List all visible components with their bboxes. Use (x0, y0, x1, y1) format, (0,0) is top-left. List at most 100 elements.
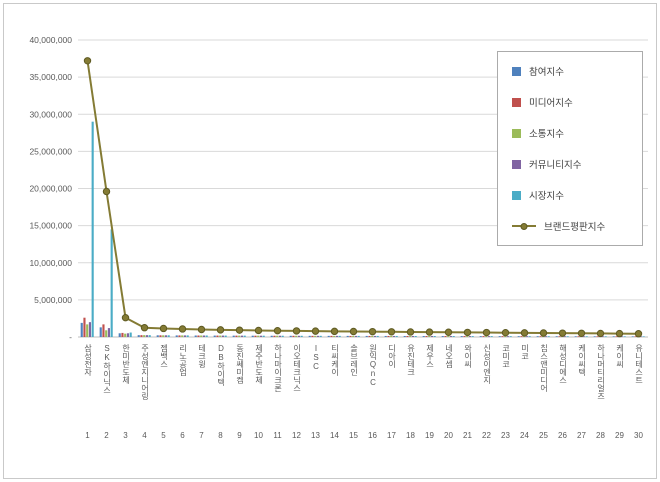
bar-series-3 (639, 336, 643, 337)
legend-swatch-line-icon (512, 222, 536, 230)
bar-series-1 (292, 335, 295, 337)
bar-series-1 (577, 336, 580, 337)
category-label: 미코 (520, 344, 530, 360)
category-label: 해성디에스 (558, 344, 568, 384)
bar-series-0 (555, 336, 558, 337)
bar-series-2 (466, 336, 469, 337)
bar-series-0 (593, 336, 596, 337)
bar-series-3 (202, 335, 206, 337)
line-marker (121, 313, 130, 322)
bar-series-4 (224, 335, 227, 337)
bar-series-2 (409, 335, 412, 337)
bar-series-2 (276, 335, 279, 337)
category-label: 디아이 (387, 344, 397, 368)
line-marker (444, 328, 453, 336)
bar-series-2 (504, 336, 507, 337)
line-marker (197, 325, 206, 334)
legend-item: 소통지수 (512, 126, 628, 140)
legend-swatch-bar-icon (512, 66, 521, 76)
legend-item: 시장지수 (512, 188, 628, 202)
bar-series-4 (585, 336, 588, 337)
bar-series-2 (314, 335, 317, 337)
legend-label: 커뮤니티지수 (529, 160, 582, 171)
line-marker (330, 327, 339, 336)
bar-series-1 (197, 335, 200, 337)
rank-label: 30 (634, 431, 643, 440)
bar-series-4 (395, 335, 398, 337)
bar-series-3 (221, 335, 225, 337)
bar-series-4 (528, 336, 531, 337)
rank-label: 29 (615, 431, 624, 440)
bar-series-0 (156, 335, 159, 337)
bar-series-3 (601, 336, 605, 337)
bar-series-1 (349, 335, 352, 337)
bar-series-3 (183, 335, 187, 337)
bar-series-0 (422, 336, 425, 337)
bar-series-1 (235, 335, 238, 337)
line-marker (539, 329, 548, 337)
bar-series-1 (216, 335, 219, 337)
bar-series-3 (563, 336, 567, 337)
bar-series-1 (102, 324, 105, 337)
bar-series-4 (566, 336, 569, 337)
bar-series-4 (300, 335, 303, 337)
y-tick-label: 40,000,000 (29, 35, 72, 45)
bar-series-3 (506, 336, 510, 337)
line-marker (520, 329, 529, 337)
rank-label: 23 (501, 431, 510, 440)
bar-series-3 (297, 335, 301, 337)
y-tick-label: 15,000,000 (29, 221, 72, 231)
bar-series-3 (88, 322, 92, 337)
bar-series-1 (368, 335, 371, 337)
bar-series-2 (447, 336, 450, 337)
category-label: 테크윙 (197, 344, 207, 368)
rank-label: 13 (311, 431, 320, 440)
category-label: 원익QnC (368, 344, 378, 387)
bar-series-4 (148, 335, 151, 337)
legend-swatch-bar-icon (512, 159, 521, 169)
rank-label: 8 (218, 431, 223, 440)
bar-series-4 (281, 335, 284, 337)
bar-series-0 (517, 336, 520, 337)
bar-series-0 (213, 335, 216, 337)
rank-label: 7 (199, 431, 204, 440)
bar-series-0 (118, 333, 121, 337)
bar-series-1 (520, 336, 523, 337)
bar-series-0 (612, 336, 615, 337)
bar-series-4 (129, 332, 132, 337)
bar-series-0 (460, 336, 463, 337)
bar-series-4 (110, 229, 113, 337)
bar-series-1 (330, 335, 333, 337)
line-marker (311, 327, 320, 335)
bar-series-4 (243, 335, 246, 337)
rank-label: 27 (577, 431, 586, 440)
bar-series-3 (278, 335, 282, 337)
line-marker (463, 328, 472, 337)
category-label: 동진쎄미켐 (235, 344, 245, 384)
rank-label: 21 (463, 431, 472, 440)
bar-series-0 (327, 335, 330, 337)
bar-series-4 (414, 335, 417, 337)
bar-series-4 (433, 336, 436, 337)
rank-label: 20 (444, 431, 453, 440)
category-label: 이오테크닉스 (292, 344, 302, 392)
line-marker (425, 328, 434, 336)
bar-series-1 (444, 336, 447, 337)
bar-series-1 (178, 335, 181, 337)
bar-series-1 (539, 336, 542, 337)
bar-series-0 (479, 336, 482, 337)
bar-series-4 (642, 336, 645, 337)
bar-series-0 (384, 335, 387, 337)
bar-series-0 (99, 327, 102, 337)
category-label: 네오셈 (444, 344, 454, 368)
line-marker (235, 326, 244, 334)
bar-series-4 (471, 336, 474, 337)
bar-series-0 (308, 335, 311, 337)
legend-line-marker-icon (520, 222, 528, 230)
rank-label: 4 (142, 431, 147, 440)
legend-swatch-bar-icon (512, 128, 521, 138)
line-marker (349, 327, 358, 336)
line-marker (577, 329, 586, 337)
rank-label: 25 (539, 431, 548, 440)
